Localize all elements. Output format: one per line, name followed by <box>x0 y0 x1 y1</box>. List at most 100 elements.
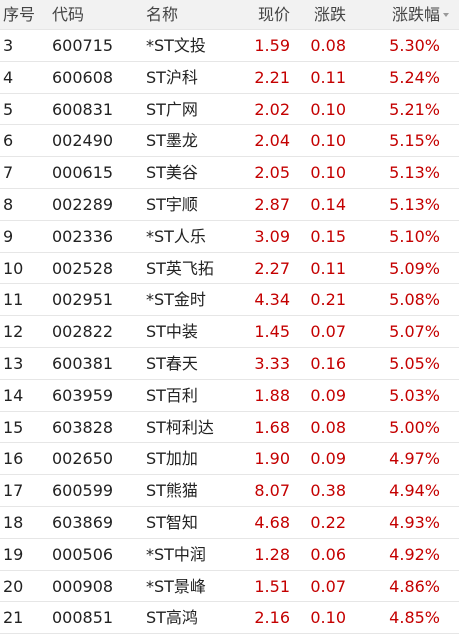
header-cell[interactable]: 序号 <box>3 5 36 24</box>
table-cell: 4.34 <box>254 290 290 310</box>
table-cell: 0.08 <box>310 417 346 437</box>
table-cell: 603828 <box>52 417 114 437</box>
header-cell[interactable]: 代码 <box>52 5 85 24</box>
table-cell: 2.16 <box>254 608 290 628</box>
table-cell: 18 <box>3 513 24 532</box>
header-cell[interactable]: 名称 <box>146 5 179 24</box>
table-cell: 0.10 <box>310 163 346 183</box>
table-cell: 002528 <box>52 258 114 278</box>
table-cell: 3 <box>3 36 14 55</box>
table-cell: 5.08% <box>389 290 440 310</box>
table-cell: 0.06 <box>310 544 346 564</box>
table-cell: 2.21 <box>254 67 290 87</box>
table-row[interactable]: 21 000851 ST高鸿 2.16 0.10 4.85% <box>0 602 459 635</box>
table-cell: 0.22 <box>310 513 346 532</box>
table-row[interactable]: 12 002822 ST中装 1.45 0.07 5.07% <box>0 316 459 348</box>
table-row[interactable]: 3 600715 *ST文投 1.59 0.08 5.30% <box>0 30 459 62</box>
table-cell: 002822 <box>52 322 114 342</box>
table-cell: 5.10% <box>389 226 440 246</box>
table-row[interactable]: 4 600608 ST沪科 2.21 0.11 5.24% <box>0 62 459 94</box>
table-cell: ST广网 <box>146 99 198 119</box>
table-cell: 000615 <box>52 163 114 183</box>
table-row[interactable]: 15 603828 ST柯利达 1.68 0.08 5.00% <box>0 412 459 444</box>
table-cell: 5.30% <box>389 36 440 55</box>
table-cell: *ST文投 <box>146 36 206 55</box>
header-cell[interactable]: 涨跌幅 <box>391 5 440 24</box>
table-cell: 5.13% <box>389 163 440 183</box>
table-cell: 002289 <box>52 195 114 214</box>
table-cell: 20 <box>3 576 24 596</box>
table-cell: 2.02 <box>254 99 290 119</box>
table-cell: 2.87 <box>254 195 290 214</box>
table-cell: 0.07 <box>310 322 346 342</box>
table-cell: 2.04 <box>254 131 290 151</box>
table-cell: 4.93% <box>389 513 440 532</box>
table-cell: 0.07 <box>310 576 346 596</box>
table-cell: 000506 <box>52 544 114 564</box>
table-cell: 5.03% <box>389 385 440 405</box>
table-cell: 14 <box>3 385 24 405</box>
table-cell: *ST中润 <box>146 544 206 564</box>
table-cell: ST中装 <box>146 322 198 342</box>
table-row[interactable]: 13 600381 ST春天 3.33 0.16 5.05% <box>0 348 459 380</box>
table-cell: ST墨龙 <box>146 131 198 151</box>
table-row[interactable]: 6 002490 ST墨龙 2.04 0.10 5.15% <box>0 125 459 158</box>
table-row[interactable]: 9 002336 *ST人乐 3.09 0.15 5.10% <box>0 221 459 253</box>
table-cell: 0.09 <box>310 449 346 469</box>
table-row[interactable]: 11 002951 *ST金时 4.34 0.21 5.08% <box>0 284 459 317</box>
table-cell: 2.27 <box>254 258 290 278</box>
table-cell: 19 <box>3 544 24 564</box>
table-cell: 4.68 <box>254 513 290 532</box>
table-cell: 0.21 <box>310 290 346 310</box>
table-cell: 3.33 <box>254 354 290 373</box>
table-cell: 1.51 <box>254 576 290 596</box>
table-cell: 0.08 <box>310 36 346 55</box>
table-cell: 0.14 <box>310 195 346 214</box>
table-cell: 002336 <box>52 226 114 246</box>
table-row[interactable]: 17 600599 ST熊猫 8.07 0.38 4.94% <box>0 475 459 507</box>
table-row[interactable]: 5 600831 ST广网 2.02 0.10 5.21% <box>0 94 459 126</box>
table-row[interactable]: 10 002528 ST英飞拓 2.27 0.11 5.09% <box>0 253 459 285</box>
table-cell: ST美谷 <box>146 163 198 183</box>
table-cell: *ST景峰 <box>146 576 206 596</box>
table-cell: 5.15% <box>389 131 440 151</box>
table-cell: 0.09 <box>310 385 346 405</box>
header-cell[interactable]: 涨跌 <box>313 5 346 24</box>
table-row[interactable]: 18 603869 ST智知 4.68 0.22 4.93% <box>0 507 459 539</box>
table-cell: 5.09% <box>389 258 440 278</box>
table-cell: 12 <box>3 322 24 342</box>
table-row[interactable]: 14 603959 ST百利 1.88 0.09 5.03% <box>0 380 459 412</box>
table-cell: 4.97% <box>389 449 440 469</box>
table-cell: 0.10 <box>310 608 346 628</box>
table-cell: 6 <box>3 131 14 151</box>
table-cell: *ST人乐 <box>146 226 206 246</box>
table-cell: 1.90 <box>254 449 290 469</box>
table-cell: ST柯利达 <box>146 417 214 437</box>
table-cell: 000908 <box>52 576 114 596</box>
table-cell: 4.92% <box>389 544 440 564</box>
sort-indicator <box>443 13 449 17</box>
table-cell: 0.10 <box>310 131 346 151</box>
table-cell: 0.10 <box>310 99 346 119</box>
table-row[interactable]: 20 000908 *ST景峰 1.51 0.07 4.86% <box>0 571 459 603</box>
table-cell: 3.09 <box>254 226 290 246</box>
table-row[interactable]: 16 002650 ST加加 1.90 0.09 4.97% <box>0 443 459 476</box>
table-row[interactable]: 7 000615 ST美谷 2.05 0.10 5.13% <box>0 157 459 189</box>
table-cell: ST智知 <box>146 513 198 532</box>
table-cell: 1.59 <box>254 36 290 55</box>
table-cell: 16 <box>3 449 24 469</box>
table-row[interactable]: 8 002289 ST宇顺 2.87 0.14 5.13% <box>0 189 459 221</box>
table-cell: 002951 <box>52 290 114 310</box>
table-cell: 600599 <box>52 481 114 501</box>
table-cell: ST百利 <box>146 385 198 405</box>
table-cell: 5.07% <box>389 322 440 342</box>
header-cell[interactable]: 现价 <box>257 5 290 24</box>
header-row: 序号 代码 名称 现价 涨跌 涨跌幅 <box>0 0 459 30</box>
table-cell: 8.07 <box>254 481 290 501</box>
table-cell: 13 <box>3 354 24 373</box>
table-cell: 9 <box>3 226 14 246</box>
table-row[interactable]: 19 000506 *ST中润 1.28 0.06 4.92% <box>0 539 459 571</box>
table-cell: 17 <box>3 481 24 501</box>
table-cell: 600831 <box>52 99 114 119</box>
